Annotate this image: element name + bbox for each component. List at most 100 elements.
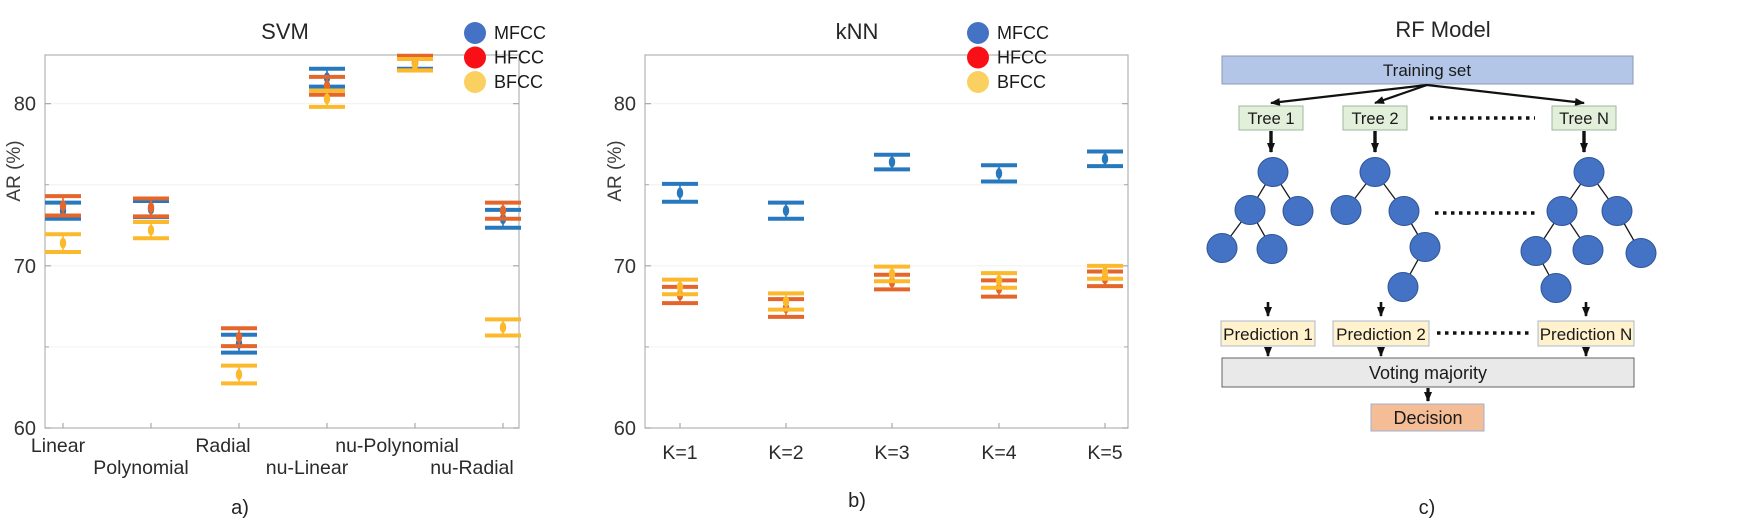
x-tick-label: Radial (195, 435, 250, 457)
y-tick-label: 70 (14, 256, 36, 278)
tree-node (1359, 157, 1391, 187)
caption-c: c) (1419, 497, 1436, 519)
legend-label-BFCC: BFCC (997, 72, 1046, 92)
caption-b: b) (848, 490, 866, 512)
arrow-training-to-tree (1426, 83, 1585, 106)
data-point-marker (499, 322, 507, 333)
data-point-marker (1101, 266, 1109, 278)
tree-node (1520, 236, 1552, 266)
legend-label-HFCC: HFCC (997, 48, 1047, 68)
diagram-label: Prediction 1 (1223, 325, 1313, 344)
legend-swatch-BFCC (464, 71, 486, 93)
prediction-box (1332, 320, 1430, 347)
tree-node (1572, 235, 1604, 265)
tree-node (1234, 195, 1266, 225)
legend-swatch-BFCC (967, 71, 989, 93)
series-MFCC (45, 55, 521, 355)
tree-box (1342, 105, 1408, 131)
data-point-marker (995, 275, 1003, 286)
diagram-label: Prediction N (1540, 325, 1633, 344)
legend: MFCC HFCC BFCC (967, 22, 1049, 93)
diagram-label: Tree 1 (1247, 110, 1294, 128)
data-point-marker (499, 205, 507, 217)
prediction-box (1537, 320, 1635, 347)
data-point-marker (411, 59, 419, 71)
data-point-marker (676, 187, 684, 199)
x-tick-label: K=4 (981, 442, 1016, 464)
x-tick-label: K=3 (874, 442, 909, 464)
tree-node (1282, 196, 1314, 226)
arrow-training-to-tree (1270, 83, 1428, 106)
data-point-marker (888, 156, 896, 168)
x-tick-label: nu-Linear (266, 457, 349, 479)
tree-node (1573, 157, 1605, 187)
x-tick-label: K=5 (1087, 442, 1122, 464)
y-axis-label: AR (%) (605, 140, 626, 201)
caption-a: a) (231, 497, 249, 519)
data-point-marker (235, 369, 243, 380)
x-tick-label: nu-Radial (430, 457, 513, 479)
data-point-marker (147, 224, 155, 236)
tree-node (1388, 196, 1420, 226)
data-point-marker (888, 268, 896, 280)
diagram-label: Decision (1393, 408, 1462, 428)
tree-node (1625, 238, 1657, 268)
axes-box (44, 54, 520, 429)
tree-node (1540, 273, 1572, 303)
diagram-label: Prediction 2 (1336, 325, 1426, 344)
tree-node (1387, 272, 1419, 302)
tree-graph (1520, 157, 1657, 303)
x-tick-label: Polynomial (93, 457, 188, 479)
tree-node (1546, 196, 1578, 226)
legend-swatch-HFCC (967, 46, 989, 69)
y-tick-label: 80 (614, 94, 636, 116)
prediction-box (1220, 320, 1316, 347)
data-point-marker (323, 93, 331, 105)
y-tick-label: 80 (14, 94, 36, 116)
series-HFCC (45, 53, 521, 349)
data-point-marker (1101, 153, 1109, 165)
tree-node (1409, 232, 1441, 262)
legend-swatch-HFCC (464, 46, 486, 69)
data-point-marker (676, 281, 684, 293)
x-tick-label: nu-Polynomial (335, 435, 459, 457)
x-tick-label: K=1 (662, 442, 697, 464)
series-BFCC (45, 57, 521, 386)
voting-majority-box (1221, 357, 1635, 388)
rf-model-diagram: RF Model Training set Tree 1 Tree 2 Tree N Pr… (1206, 17, 1657, 432)
chart-title: kNN (836, 19, 879, 44)
knn-errorbar-chart: 60 70 80 K=1 K=2 K=3 K=4 K=5 kNN AR (%) MFCC HFCC BF… (605, 19, 1129, 464)
decision-box (1370, 403, 1485, 432)
chart-title: SVM (261, 19, 309, 44)
arrow-training-to-tree (1374, 83, 1428, 105)
tree-node (1206, 233, 1238, 263)
legend-swatch-MFCC (464, 22, 486, 44)
data-point-marker (995, 167, 1003, 179)
y-axis-label: AR (%) (4, 140, 25, 201)
series-BFCC (662, 263, 1123, 312)
y-tick-label: 60 (14, 418, 36, 440)
tree-box (1551, 105, 1617, 131)
tree-node (1601, 196, 1633, 226)
data-point-marker (782, 205, 790, 217)
diagram-label: Training set (1383, 61, 1471, 80)
tree-node (1256, 234, 1288, 264)
tree-graph (1330, 157, 1441, 302)
diagram-label: Tree 2 (1351, 110, 1398, 128)
tree-box (1238, 105, 1304, 131)
legend-label-MFCC: MFCC (494, 23, 546, 43)
y-tick-label: 70 (614, 256, 636, 278)
legend-label-MFCC: MFCC (997, 23, 1049, 43)
legend-label-HFCC: HFCC (494, 48, 544, 68)
diagram-title: RF Model (1395, 17, 1490, 42)
x-tick-label: Linear (31, 435, 86, 457)
series-MFCC (662, 149, 1123, 221)
tree-graph (1206, 157, 1314, 264)
data-point-marker (59, 237, 67, 249)
svm-errorbar-chart: 607080LinearPolynomialRadialnu-Linearnu-… (4, 19, 546, 479)
tree-node (1257, 157, 1289, 187)
axes-box (644, 54, 1129, 429)
diagram-label: Tree N (1559, 110, 1609, 128)
